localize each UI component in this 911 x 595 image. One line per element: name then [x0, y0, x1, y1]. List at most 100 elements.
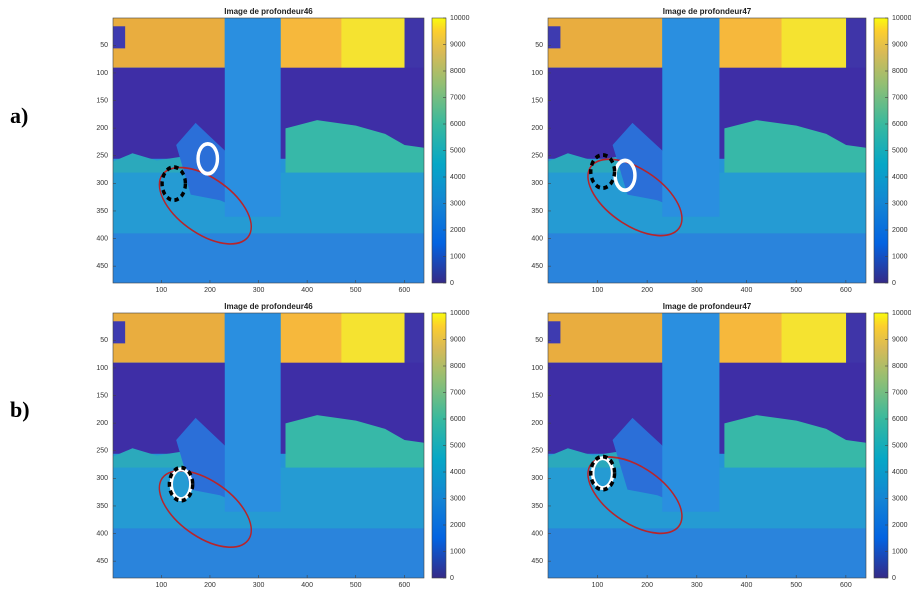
y-tick-label: 400	[96, 235, 108, 242]
annotation-circle	[196, 141, 220, 176]
axes-frame	[547, 17, 867, 284]
colorbar-tick-label: 4000	[450, 174, 466, 181]
depth-region	[404, 18, 424, 79]
y-tick-label: 400	[531, 235, 543, 242]
y-tick-label: 100	[96, 365, 108, 372]
depth-region	[285, 415, 424, 469]
x-tick-label: 100	[592, 582, 604, 589]
y-tick-label: 200	[531, 420, 543, 427]
colorbar-tick-label: 10000	[892, 310, 911, 317]
colorbar-tick-label: 2000	[450, 227, 466, 234]
depth-region	[113, 313, 225, 363]
y-tick-label: 300	[531, 475, 543, 482]
x-tick-label: 300	[253, 287, 265, 294]
colorbar-tick-label: 5000	[450, 147, 466, 154]
y-tick-label: 200	[96, 125, 108, 132]
colorbar-tick-label: 6000	[450, 121, 466, 128]
x-tick-label: 500	[350, 582, 362, 589]
colorbar-tick-label: 0	[892, 575, 896, 582]
annotation-ellipse	[587, 158, 683, 237]
x-tick-label: 500	[350, 287, 362, 294]
depth-region	[113, 26, 126, 49]
colorbar-tick-label: 7000	[450, 94, 466, 101]
depth-region	[548, 528, 866, 578]
depth-region	[719, 313, 785, 366]
depth-region	[224, 313, 281, 512]
colorbar-tick-label: 5000	[450, 442, 466, 449]
y-tick-label: 300	[96, 180, 108, 187]
panel-label: b)	[10, 397, 30, 422]
y-tick-label: 150	[531, 392, 543, 399]
depth-region	[846, 18, 866, 79]
y-tick-label: 100	[531, 70, 543, 77]
depth-region	[548, 321, 561, 344]
chart-title: Image de profondeur47	[663, 7, 752, 16]
annotation-ellipse	[158, 166, 253, 245]
depth-region	[548, 18, 663, 68]
colorbar-tick-label: 4000	[892, 469, 908, 476]
x-tick-label: 100	[156, 287, 168, 294]
x-tick-label: 500	[790, 287, 802, 294]
colorbar-tick-label: 9000	[450, 336, 466, 343]
colorbar-tick-label: 9000	[892, 336, 908, 343]
depth-region	[280, 18, 344, 71]
colorbar-tick-label: 3000	[892, 200, 908, 207]
depth-region	[113, 528, 424, 578]
y-tick-label: 50	[100, 42, 108, 49]
annotation-ellipse	[587, 456, 683, 535]
colorbar-tick-label: 1000	[450, 548, 466, 555]
colorbar-tick-label: 7000	[450, 389, 466, 396]
y-tick-label: 300	[96, 475, 108, 482]
colorbar-tick-label: 8000	[892, 68, 908, 75]
depth-region	[113, 18, 225, 68]
y-tick-label: 250	[531, 153, 543, 160]
x-tick-label: 300	[691, 582, 703, 589]
x-tick-label: 400	[301, 287, 313, 294]
y-tick-label: 450	[96, 558, 108, 565]
colorbar-tick-label: 1000	[892, 253, 908, 260]
colorbar-tick-label: 3000	[450, 200, 466, 207]
annotation-dashed	[588, 152, 617, 190]
y-tick-label: 50	[535, 337, 543, 344]
colorbar-tick-label: 0	[450, 575, 454, 582]
y-tick-label: 250	[531, 448, 543, 455]
depth-image	[548, 18, 866, 283]
colorbar-tick-label: 9000	[892, 41, 908, 48]
colorbar-tick-label: 8000	[450, 68, 466, 75]
depth-region	[548, 313, 663, 363]
depth-region	[719, 18, 785, 71]
axes-frame	[112, 312, 425, 579]
y-tick-label: 450	[531, 558, 543, 565]
colorbar-tick-label: 7000	[892, 94, 908, 101]
colorbar-tick-label: 3000	[450, 495, 466, 502]
x-tick-label: 600	[840, 287, 852, 294]
x-tick-label: 300	[253, 582, 265, 589]
x-tick-label: 100	[592, 287, 604, 294]
chart-title: Image de profondeur47	[663, 302, 752, 311]
y-tick-label: 50	[100, 337, 108, 344]
x-tick-label: 400	[301, 582, 313, 589]
depth-image	[548, 313, 866, 578]
y-tick-label: 150	[96, 392, 108, 399]
y-tick-label: 350	[531, 208, 543, 215]
panel-label: a)	[10, 103, 28, 128]
x-tick-label: 400	[741, 287, 753, 294]
annotation-circle	[590, 456, 615, 490]
annotation-ellipse	[158, 469, 253, 549]
x-tick-label: 200	[204, 582, 216, 589]
colorbar-tick-label: 6000	[892, 416, 908, 423]
annotation-circle	[169, 467, 193, 501]
colorbar-tick-label: 2000	[450, 522, 466, 529]
y-tick-label: 350	[96, 503, 108, 510]
colorbar-tick-label: 2000	[892, 522, 908, 529]
colorbar-tick-label: 2000	[892, 227, 908, 234]
colorbar-tick-label: 5000	[892, 147, 908, 154]
colorbar-tick-label: 6000	[892, 121, 908, 128]
y-tick-label: 350	[531, 503, 543, 510]
x-tick-label: 200	[204, 287, 216, 294]
colorbar-tick-label: 9000	[450, 41, 466, 48]
y-tick-label: 200	[531, 125, 543, 132]
colorbar-tick-label: 10000	[450, 15, 470, 22]
colorbar-tick-label: 8000	[450, 363, 466, 370]
